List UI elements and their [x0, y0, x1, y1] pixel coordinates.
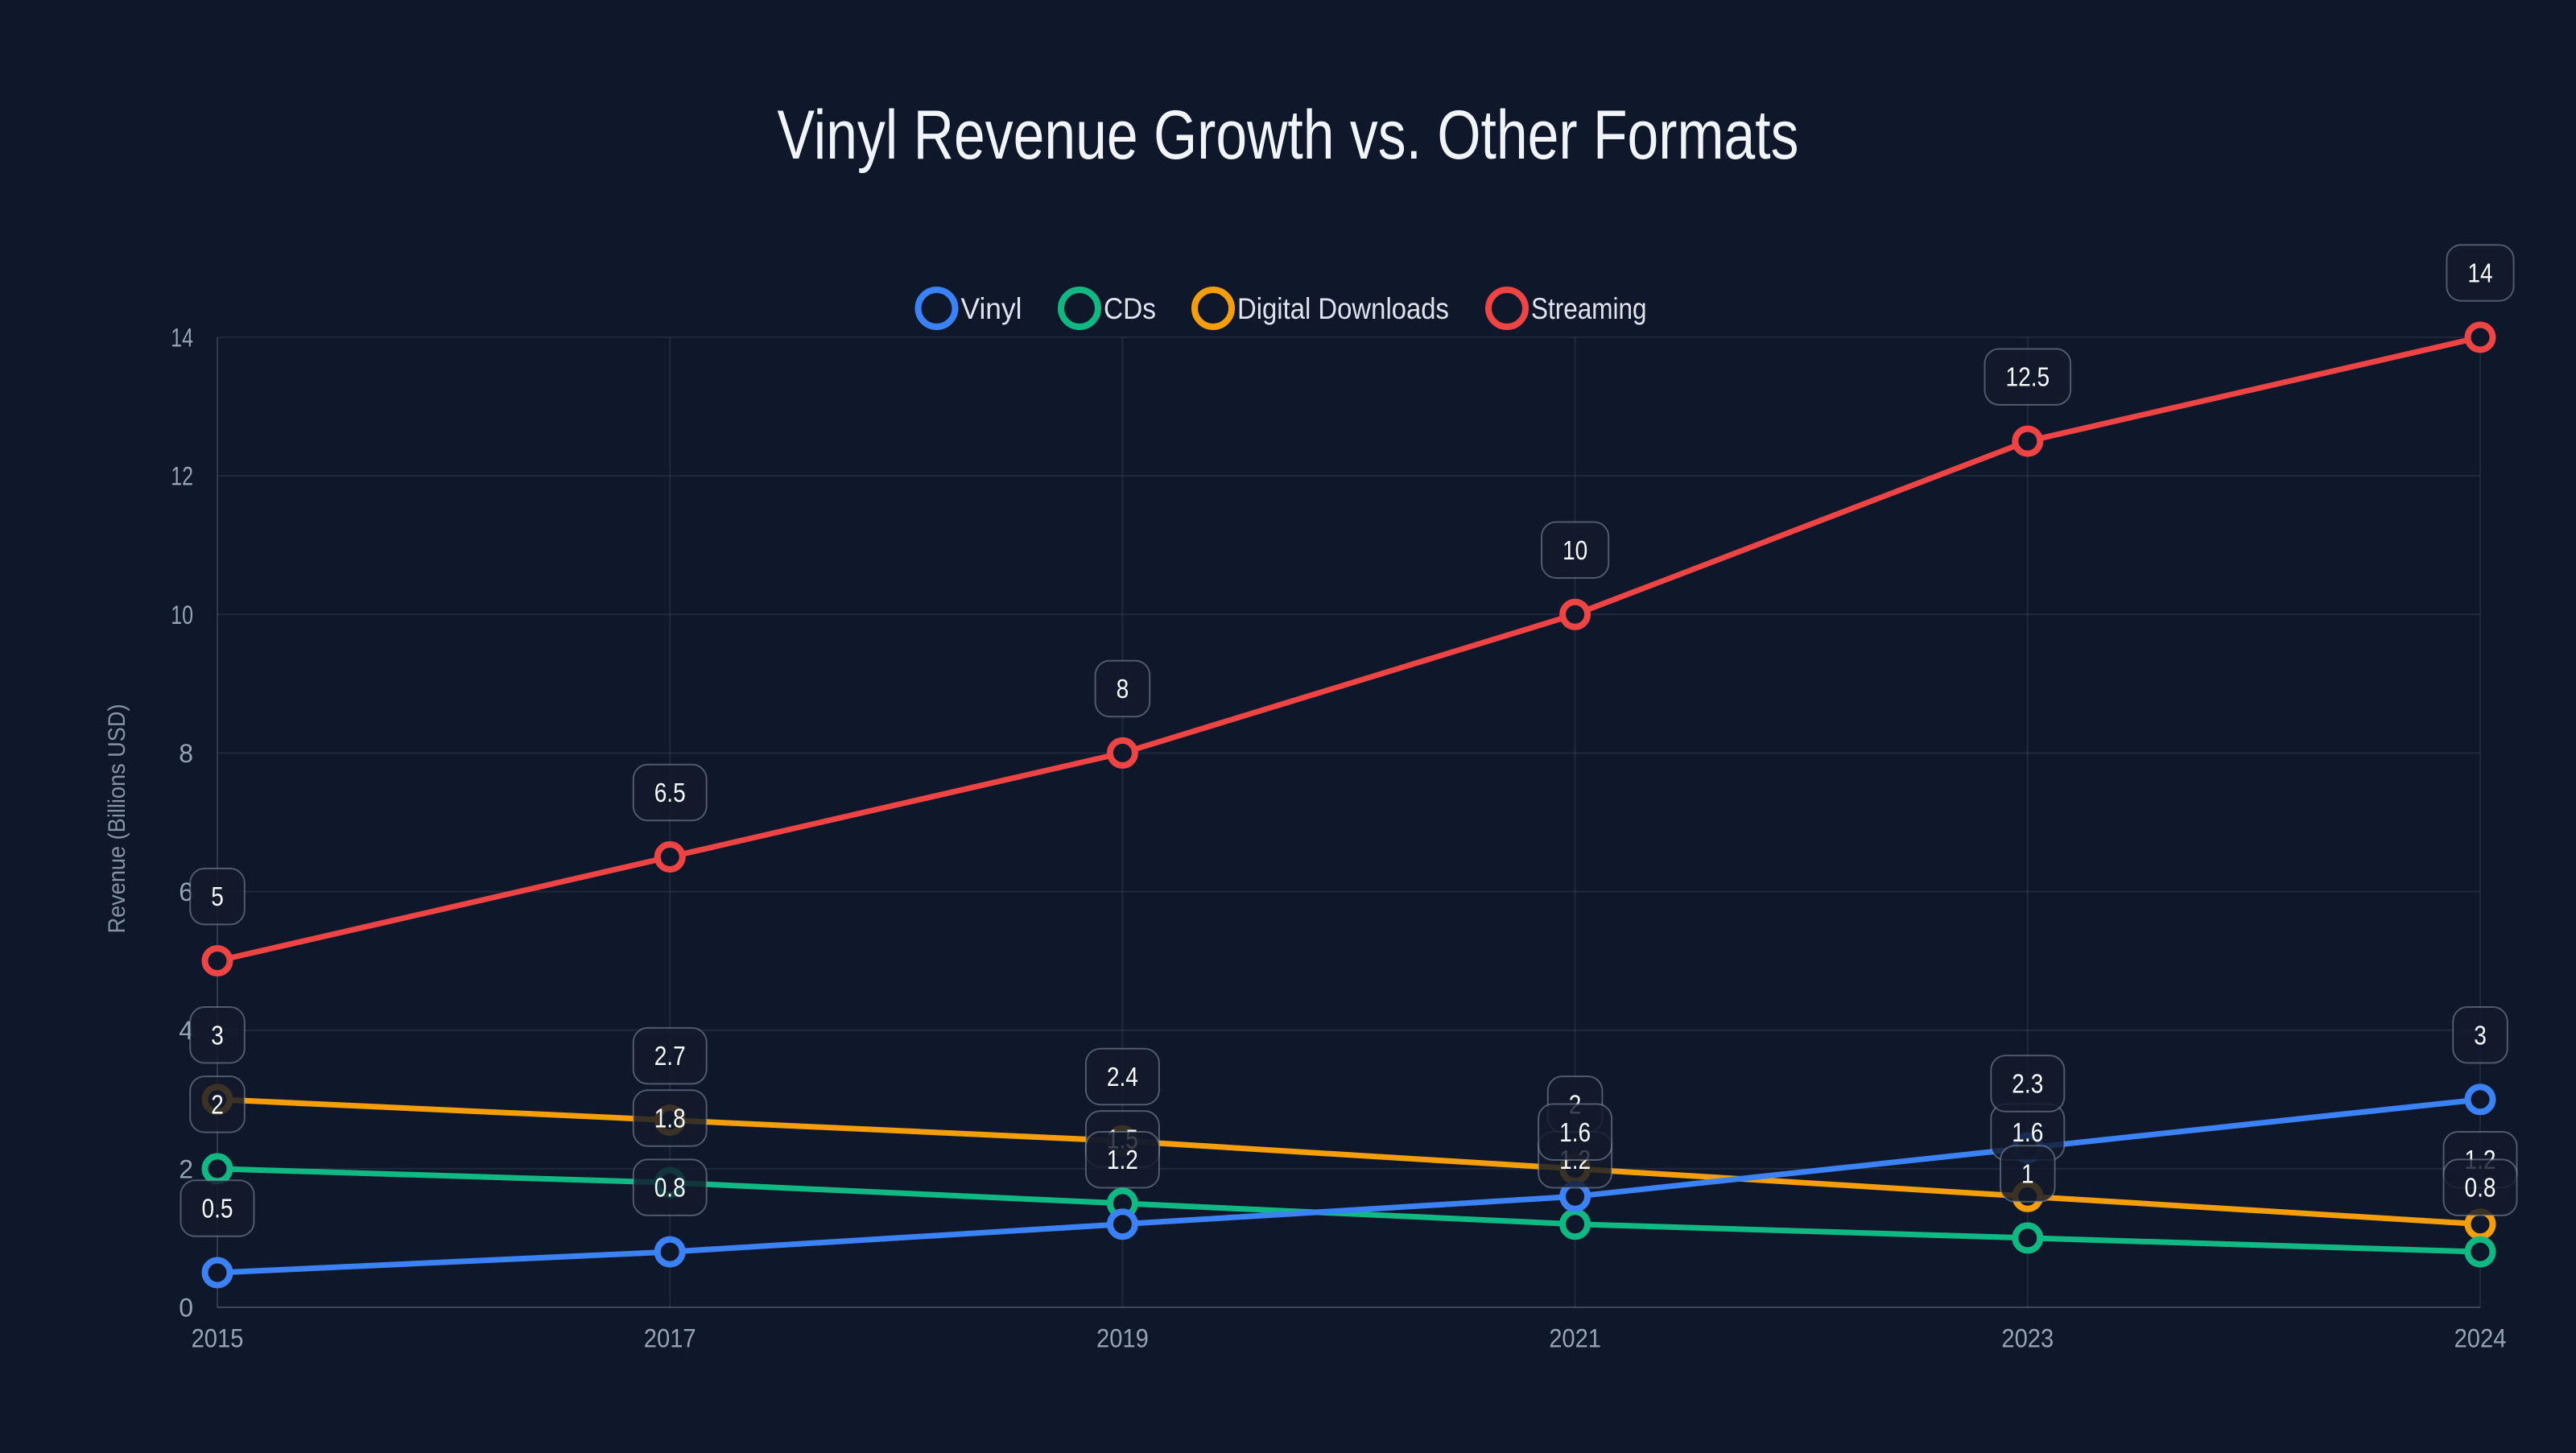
svg-text:1.8: 1.8 [654, 1104, 686, 1133]
svg-text:14: 14 [2467, 258, 2492, 288]
svg-text:2017: 2017 [644, 1324, 696, 1353]
svg-text:8: 8 [179, 739, 193, 768]
svg-text:12: 12 [171, 462, 193, 491]
svg-text:10: 10 [171, 601, 193, 629]
svg-text:14: 14 [171, 324, 193, 353]
svg-text:0.5: 0.5 [202, 1194, 233, 1224]
svg-text:2023: 2023 [2001, 1324, 2054, 1353]
svg-text:1.6: 1.6 [2012, 1117, 2043, 1147]
svg-text:2: 2 [179, 1154, 193, 1183]
svg-text:6.5: 6.5 [654, 778, 686, 807]
svg-text:2019: 2019 [1096, 1324, 1149, 1353]
svg-text:6: 6 [179, 877, 193, 906]
svg-text:CDs: CDs [1104, 292, 1156, 325]
svg-text:8: 8 [1117, 674, 1129, 704]
svg-text:12.5: 12.5 [2006, 362, 2050, 392]
svg-text:Streaming: Streaming [1531, 292, 1647, 325]
svg-text:2024: 2024 [2454, 1324, 2507, 1353]
svg-text:0: 0 [179, 1294, 193, 1323]
svg-text:Digital Downloads: Digital Downloads [1237, 292, 1449, 325]
svg-text:Vinyl: Vinyl [961, 292, 1022, 325]
svg-text:3: 3 [2474, 1020, 2487, 1050]
svg-text:2021: 2021 [1549, 1324, 1601, 1353]
svg-text:2: 2 [211, 1089, 224, 1119]
svg-text:3: 3 [211, 1020, 224, 1050]
svg-text:2.7: 2.7 [654, 1041, 686, 1071]
svg-text:Revenue (Billions USD): Revenue (Billions USD) [104, 704, 130, 934]
svg-text:10: 10 [1563, 535, 1587, 565]
svg-text:2.4: 2.4 [1107, 1062, 1138, 1092]
svg-text:0.8: 0.8 [2465, 1173, 2496, 1203]
svg-text:5: 5 [211, 881, 224, 911]
svg-text:1.6: 1.6 [1559, 1117, 1591, 1147]
svg-text:0.8: 0.8 [654, 1173, 686, 1203]
svg-text:Vinyl Revenue Growth vs. Other: Vinyl Revenue Growth vs. Other Formats [778, 97, 1799, 174]
svg-text:1.2: 1.2 [1107, 1145, 1138, 1174]
svg-text:2015: 2015 [192, 1324, 244, 1353]
svg-text:1: 1 [2021, 1158, 2034, 1188]
svg-text:4: 4 [179, 1016, 193, 1045]
svg-text:2.3: 2.3 [2012, 1069, 2043, 1099]
